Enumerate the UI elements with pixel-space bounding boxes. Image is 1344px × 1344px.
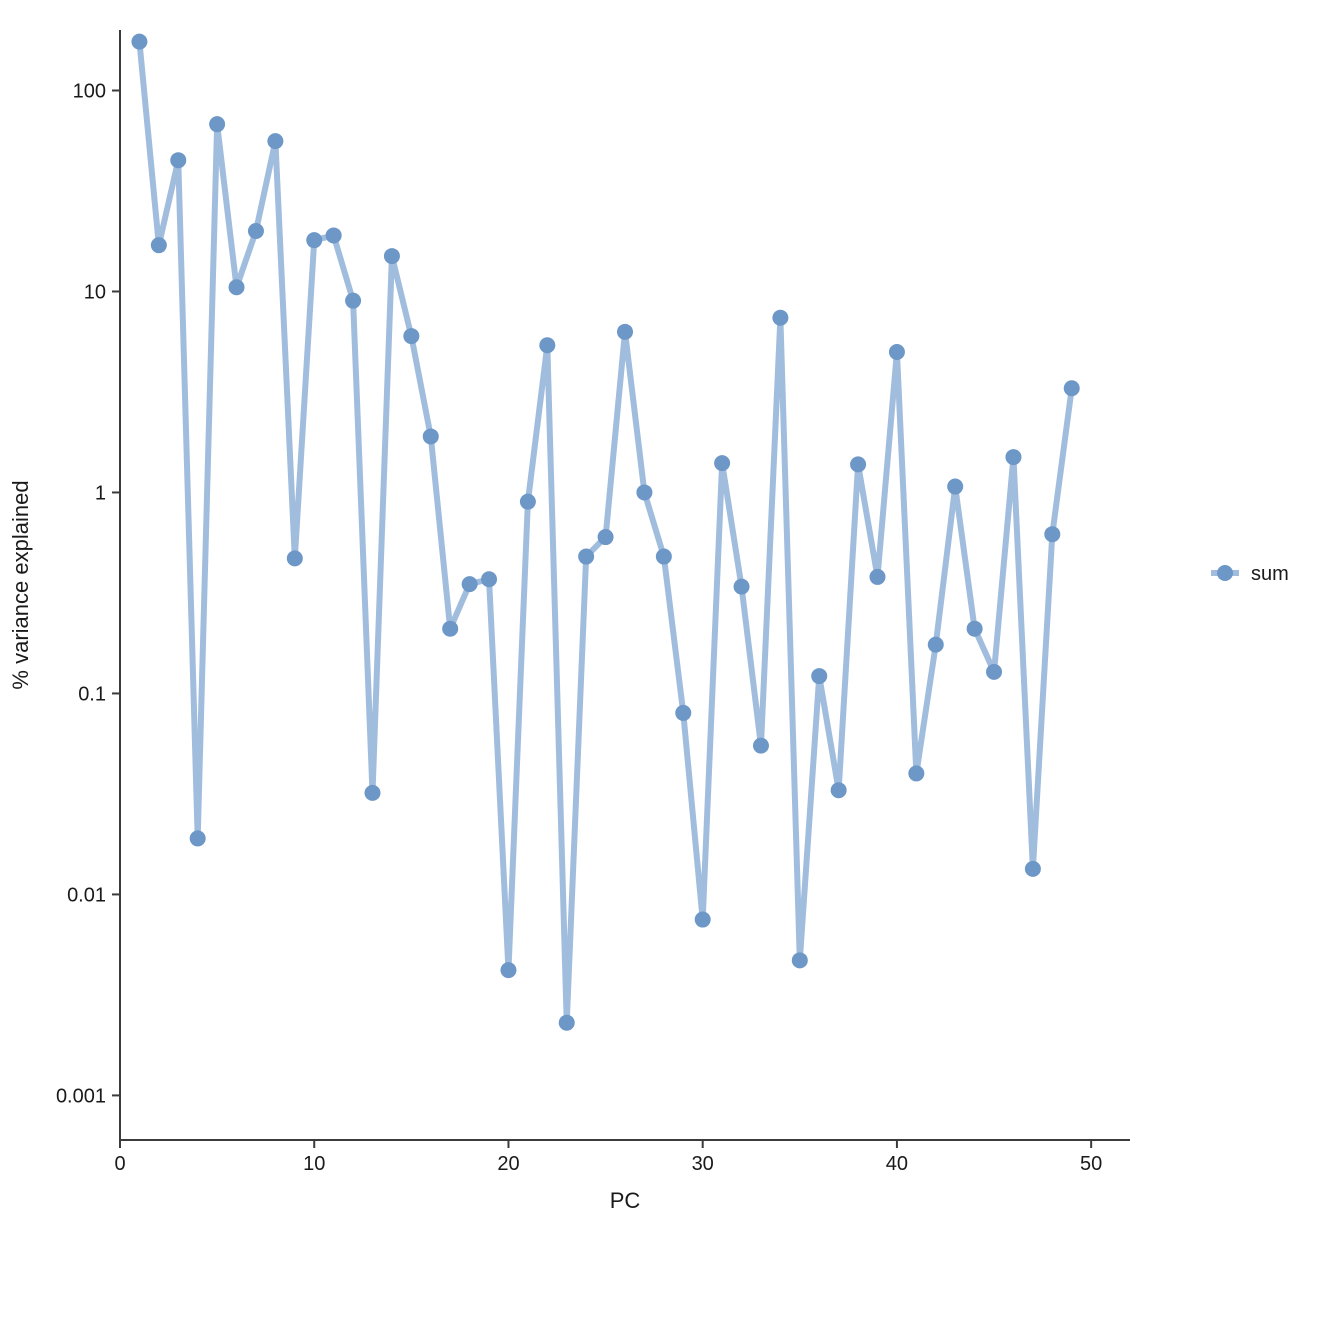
series-point-sum	[850, 456, 866, 472]
series-point-sum	[734, 579, 750, 595]
series-point-sum	[131, 34, 147, 50]
x-tick-label: 30	[692, 1153, 714, 1175]
series-point-sum	[714, 455, 730, 471]
series-point-sum	[539, 337, 555, 353]
series-point-sum	[1044, 526, 1060, 542]
series-point-sum	[598, 529, 614, 545]
series-point-sum	[267, 133, 283, 149]
series-point-sum	[500, 962, 516, 978]
series-point-sum	[772, 310, 788, 326]
series-point-sum	[559, 1015, 575, 1031]
series-point-sum	[1005, 449, 1021, 465]
series-group	[131, 34, 1079, 1031]
series-point-sum	[967, 621, 983, 637]
series-point-sum	[578, 549, 594, 565]
y-axis-label: % variance explained	[8, 480, 33, 689]
series-point-sum	[170, 152, 186, 168]
series-point-sum	[811, 668, 827, 684]
series-point-sum	[384, 248, 400, 264]
series-point-sum	[908, 765, 924, 781]
series-point-sum	[306, 232, 322, 248]
series-point-sum	[695, 912, 711, 928]
x-axis-label: PC	[610, 1188, 641, 1213]
y-tick-label: 10	[84, 281, 106, 303]
series-point-sum	[617, 324, 633, 340]
y-tick-label: 100	[73, 81, 106, 103]
series-point-sum	[636, 484, 652, 500]
chart-svg: 0 10 20 30 40 50 0.001 0.01 0.1 1 10 100 PC % varianc…	[0, 0, 1344, 1344]
series-point-sum	[365, 785, 381, 801]
series-point-sum	[520, 494, 536, 510]
series-point-sum	[248, 223, 264, 239]
series-point-sum	[462, 576, 478, 592]
x-tick-label: 0	[114, 1153, 125, 1175]
series-point-sum	[870, 569, 886, 585]
series-point-sum	[190, 830, 206, 846]
series-point-sum	[326, 227, 342, 243]
y-tick-label: 1	[95, 482, 106, 504]
y-tick-label: 0.1	[78, 683, 106, 705]
series-point-sum	[831, 782, 847, 798]
series-point-sum	[675, 705, 691, 721]
series-point-sum	[151, 237, 167, 253]
y-tick-label: 0.01	[67, 884, 106, 906]
series-point-sum	[229, 279, 245, 295]
series-point-sum	[403, 328, 419, 344]
series-point-sum	[986, 664, 1002, 680]
series-point-sum	[656, 549, 672, 565]
legend: sum	[1211, 563, 1289, 585]
series-point-sum	[287, 550, 303, 566]
series-point-sum	[792, 952, 808, 968]
legend-swatch-marker	[1217, 565, 1233, 581]
series-point-sum	[481, 571, 497, 587]
x-tick-label: 40	[886, 1153, 908, 1175]
series-point-sum	[345, 293, 361, 309]
series-point-sum	[947, 479, 963, 495]
series-point-sum	[209, 116, 225, 132]
series-point-sum	[928, 637, 944, 653]
series-point-sum	[423, 428, 439, 444]
series-point-sum	[1064, 380, 1080, 396]
series-point-sum	[442, 621, 458, 637]
x-tick-label: 20	[497, 1153, 519, 1175]
variance-chart: 0 10 20 30 40 50 0.001 0.01 0.1 1 10 100 PC % varianc…	[0, 0, 1344, 1344]
series-point-sum	[753, 738, 769, 754]
x-tick-label: 10	[303, 1153, 325, 1175]
series-point-sum	[889, 344, 905, 360]
series-point-sum	[1025, 861, 1041, 877]
x-tick-label: 50	[1080, 1153, 1102, 1175]
y-tick-label: 0.001	[56, 1085, 106, 1107]
legend-label: sum	[1251, 563, 1289, 585]
